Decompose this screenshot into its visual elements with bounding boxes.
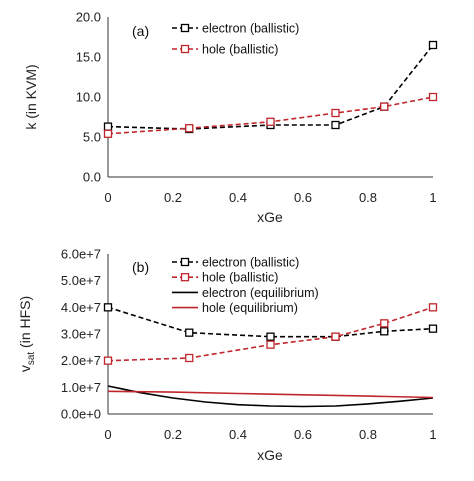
x-tick-label: 0.4 [229,427,247,442]
x-tick-label: 0.8 [359,190,377,205]
data-point-marker [380,327,389,336]
legend-entry: hole (equilibrium) [202,301,298,315]
x-tick-label: 0.6 [294,427,312,442]
y-tick-label: 20.0 [76,10,101,25]
x-tick-labels: 0 0.2 0.4 0.6 0.8 1 [104,427,436,442]
series-line [107,385,434,408]
x-tick-label: 1 [429,427,436,442]
y-tick-label: 3.0e+7 [61,327,101,342]
x-tick-labels: 0 0.2 0.4 0.6 0.8 1 [104,190,436,205]
data-point-marker [428,92,438,102]
legend-entry: electron (ballistic) [202,256,299,270]
data-point-marker [266,117,275,126]
panel-label: (b) [132,259,149,275]
data-point-marker [331,108,340,118]
series-line [107,96,434,135]
data-point-marker [185,328,194,337]
data-point-marker [103,303,113,312]
y-tick-label: 5.0 [83,130,101,145]
x-tick-label: 0.6 [294,190,312,205]
legend-swatch-marker [180,23,190,33]
x-tick-label: 0 [104,190,111,205]
data-point-marker [380,319,389,328]
series-line [107,306,434,338]
x-tick-label: 0.2 [164,190,182,205]
x-axis-label: xGe [257,209,283,225]
legend-entry: hole (ballistic) [202,43,278,57]
y-tick-label: 0.0 [83,170,101,185]
x-tick-label: 1 [429,190,436,205]
y-tick-label: 15.0 [76,50,101,65]
legend-entry: electron (ballistic) [202,22,299,36]
legend-entry: hole (ballistic) [202,271,278,285]
y-axis-label-unit: (in HFS) [17,296,33,352]
data-point-marker [185,124,194,133]
data-point-marker [428,40,438,50]
data-point-marker [185,353,194,363]
y-tick-label: 0.0e+0 [61,407,101,422]
y-tick-labels: 0.0 5.0 10.0 15.0 20.0 [76,10,101,185]
data-point-marker [331,332,340,341]
data-point-marker [266,332,275,341]
x-tick-label: 0 [104,427,111,442]
x-tick-label: 0.2 [164,427,182,442]
series-line [107,306,434,362]
y-tick-label: 5.0e+7 [61,273,101,288]
data-point-marker [266,340,275,349]
y-axis-label-subscript: sat [26,352,37,366]
data-point-marker [103,122,113,131]
chart-panel-a: 0.0 5.0 10.0 15.0 20.0 0 0.2 0.4 0.6 0.8 1 electr… [23,10,438,225]
series-line [107,390,434,399]
y-axis-label-main: v [17,365,33,372]
series-group [103,40,438,138]
data-point-marker [380,102,389,111]
y-axis-label: vsat (in HFS) [17,296,37,372]
legend-swatch-marker [180,44,190,54]
y-tick-label: 2.0e+7 [61,353,101,368]
data-point-marker [428,324,438,333]
chart-panel-b: 0.0e+0 1.0e+7 2.0e+7 3.0e+7 4.0e+7 5.0e+7 6.0e… [17,247,438,463]
data-point-marker [428,303,438,312]
series-line [107,44,434,130]
legend-swatch-marker [180,273,190,282]
legend-entry: electron (equilibrium) [202,286,319,300]
series-group [103,303,438,408]
legend-swatch-marker [180,257,190,267]
x-tick-label: 0.4 [229,190,247,205]
y-tick-label: 4.0e+7 [61,300,101,315]
panel-label: (a) [132,23,149,39]
y-tick-labels: 0.0e+0 1.0e+7 2.0e+7 3.0e+7 4.0e+7 5.0e+7 6.0e… [61,247,101,422]
y-tick-label: 6.0e+7 [61,247,101,262]
x-tick-label: 0.8 [359,427,377,442]
data-point-marker [331,120,340,130]
legend: electron (ballistic)hole (ballistic)elec… [172,256,319,315]
y-axis-label: k (in KVM) [23,64,39,129]
x-axis-label: xGe [257,447,283,463]
y-tick-label: 1.0e+7 [61,380,101,395]
y-tick-label: 10.0 [76,90,101,105]
legend: electron (ballistic) hole (ballistic) [172,22,299,57]
data-point-marker [103,129,113,138]
data-point-marker [103,356,113,365]
